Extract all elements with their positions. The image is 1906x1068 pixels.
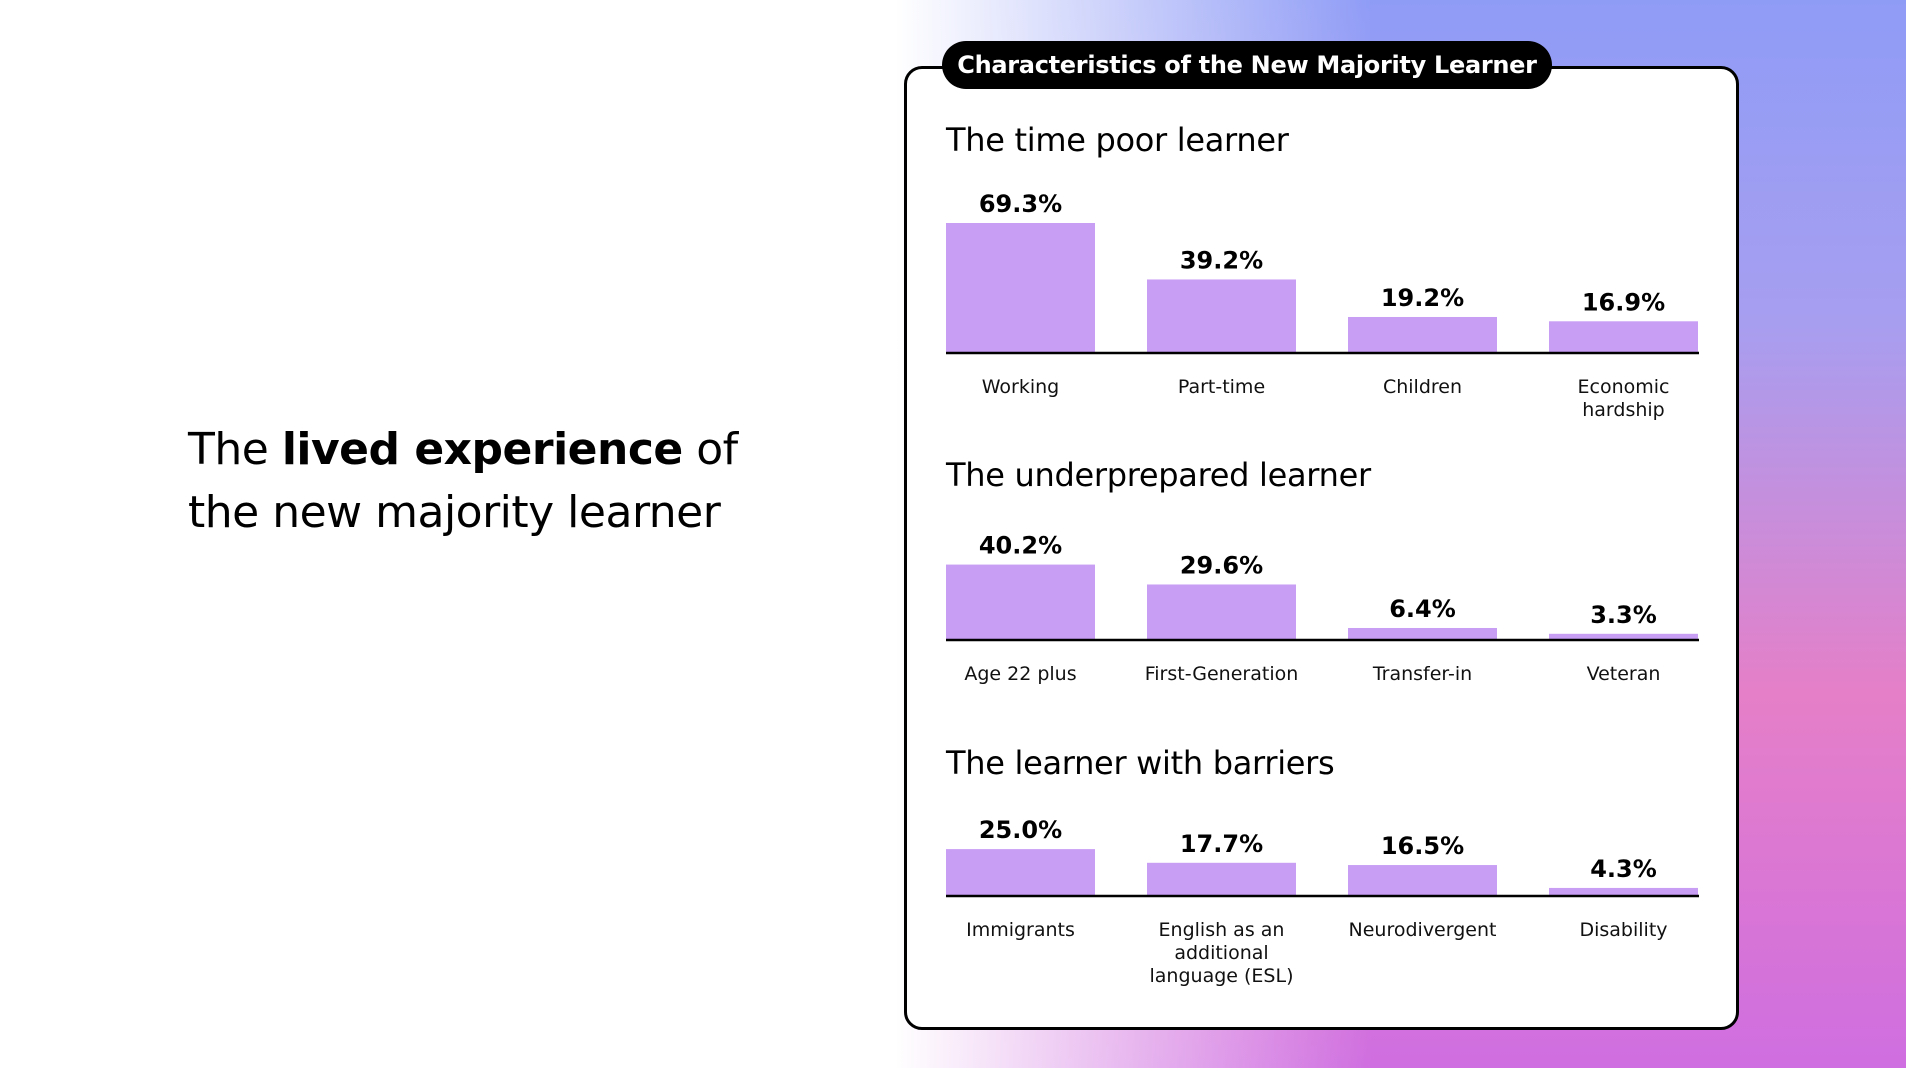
bar-time-poor-3 — [1549, 321, 1698, 353]
category-label-line-barriers-0-0: Immigrants — [966, 919, 1075, 941]
category-label-time-poor-3: Economic hardship — [1578, 376, 1670, 421]
section-title-barriers: The learner with barriers — [946, 744, 1335, 782]
bar-underprepared-0 — [946, 564, 1095, 640]
category-label-line-time-poor-1-0: Part-time — [1178, 376, 1265, 398]
category-label-line-time-poor-3-0: Economic — [1578, 376, 1670, 398]
category-label-line-underprepared-0-0: Age 22 plus — [964, 663, 1076, 685]
category-label-time-poor-1: Part-time — [1178, 376, 1265, 398]
category-label-line-barriers-1-0: English as an — [1159, 919, 1285, 941]
category-label-underprepared-1: First-Generation — [1145, 663, 1299, 685]
value-label-barriers-2: 16.5% — [1381, 832, 1464, 860]
section-title-time-poor: The time poor learner — [946, 121, 1289, 159]
value-label-time-poor-1: 39.2% — [1180, 246, 1263, 274]
category-label-line-time-poor-2-0: Children — [1383, 376, 1462, 398]
bar-barriers-0 — [946, 849, 1095, 896]
page-headline: The lived experience of the new majority… — [188, 418, 788, 544]
bar-time-poor-0 — [946, 223, 1095, 353]
value-label-underprepared-0: 40.2% — [979, 532, 1062, 560]
value-label-time-poor-3: 16.9% — [1582, 288, 1665, 316]
category-label-line-barriers-1-2: language (ESL) — [1150, 965, 1294, 987]
headline-text-1: The — [188, 424, 282, 475]
category-label-underprepared-0: Age 22 plus — [964, 663, 1076, 685]
bar-underprepared-1 — [1147, 584, 1296, 640]
category-label-line-underprepared-3-0: Veteran — [1587, 663, 1661, 685]
bar-time-poor-1 — [1147, 279, 1296, 353]
value-label-barriers-3: 4.3% — [1590, 855, 1657, 883]
category-label-line-barriers-3-0: Disability — [1579, 919, 1667, 941]
value-label-underprepared-1: 29.6% — [1180, 551, 1263, 579]
category-label-line-barriers-2-0: Neurodivergent — [1349, 919, 1497, 941]
bar-underprepared-2 — [1348, 627, 1497, 640]
value-label-time-poor-2: 19.2% — [1381, 284, 1464, 312]
category-label-line-time-poor-0-0: Working — [982, 376, 1060, 398]
bar-time-poor-2 — [1348, 316, 1497, 353]
category-label-time-poor-2: Children — [1383, 376, 1462, 398]
headline-text-2: of — [682, 424, 738, 475]
value-label-underprepared-3: 3.3% — [1590, 601, 1657, 629]
bar-barriers-3 — [1549, 887, 1698, 896]
category-label-line-underprepared-1-0: First-Generation — [1145, 663, 1299, 685]
value-label-time-poor-0: 69.3% — [979, 190, 1062, 218]
bar-underprepared-3 — [1549, 633, 1698, 640]
headline-bold: lived experience — [281, 424, 683, 475]
category-label-barriers-0: Immigrants — [966, 919, 1075, 941]
value-label-underprepared-2: 6.4% — [1389, 595, 1456, 623]
category-label-barriers-3: Disability — [1579, 919, 1667, 941]
bar-barriers-2 — [1348, 865, 1497, 896]
section-title-underprepared: The underprepared learner — [946, 456, 1371, 494]
card-title: Characteristics of the New Majority Lear… — [942, 41, 1552, 89]
category-label-line-barriers-1-1: additional — [1174, 942, 1268, 964]
bar-barriers-1 — [1147, 862, 1296, 896]
headline-line-2: the new majority learner — [188, 487, 721, 538]
category-label-underprepared-2: Transfer-in — [1372, 663, 1472, 685]
category-label-line-underprepared-2-0: Transfer-in — [1372, 663, 1472, 685]
category-label-line-time-poor-3-1: hardship — [1582, 399, 1665, 421]
category-label-barriers-2: Neurodivergent — [1349, 919, 1497, 941]
category-label-time-poor-0: Working — [982, 376, 1060, 398]
value-label-barriers-0: 25.0% — [979, 816, 1062, 844]
category-label-barriers-1: English as an additional language (ESL) — [1150, 919, 1294, 987]
value-label-barriers-1: 17.7% — [1180, 830, 1263, 858]
category-label-underprepared-3: Veteran — [1587, 663, 1661, 685]
